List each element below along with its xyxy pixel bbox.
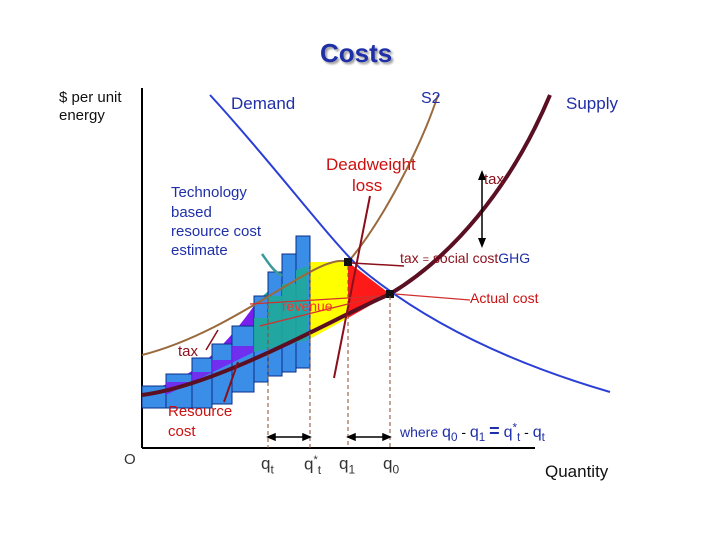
tax-equals-label: tax <box>400 250 419 266</box>
resource-cost-label-line2: cost <box>168 423 196 440</box>
actual-cost-pointer-2 <box>259 295 381 327</box>
tax-top-label: tax <box>484 171 505 188</box>
tech-label-line1: Technology <box>171 184 247 201</box>
qtstar-sub: t <box>317 463 322 478</box>
qtstar-sup: * <box>313 454 318 466</box>
where-label: where <box>400 424 439 440</box>
equilibrium-point-taxed <box>344 258 352 266</box>
q1-label: q1 <box>339 455 355 475</box>
qt-base: q <box>261 454 271 473</box>
tax-arrow-head-down <box>478 238 486 248</box>
deadweight-label-line1: Deadweight <box>326 155 416 174</box>
difference-arrows <box>266 432 392 442</box>
q0-label: q0 <box>383 455 399 475</box>
equilibrium-point-actual <box>386 290 394 298</box>
tax-arrow-head-up <box>478 170 486 180</box>
qt-label: qt <box>261 455 274 475</box>
eq-b-sub: 1 <box>478 430 486 444</box>
tech-estimate-pointer <box>260 253 283 278</box>
tax-social-cost-text: tax = social costGHG <box>400 251 530 266</box>
y-axis-label-line1: $ per unit <box>59 89 122 106</box>
where-equation: where q0 - q1 = q*t - qt <box>400 422 545 443</box>
revenue-label: revenue <box>282 298 333 314</box>
tech-label-line3: resource cost <box>171 223 262 240</box>
qtstar-base: q <box>304 454 314 474</box>
s2-label: S2 <box>421 90 441 107</box>
eq-d-sub: t <box>541 430 545 444</box>
demand-curve <box>209 94 611 393</box>
actual-cost-label: Actual cost <box>470 290 539 306</box>
tax-left-label: tax <box>178 343 199 360</box>
eq-a: q <box>442 424 451 441</box>
q1-sub: 1 <box>348 462 356 477</box>
qtstar-label: q*t <box>304 454 322 478</box>
chart-title: Costs <box>320 38 393 68</box>
eq-c-sub: t <box>517 430 521 444</box>
tax-social-pointer <box>351 262 405 267</box>
deadweight-pointer <box>333 195 371 379</box>
eq-d: q <box>532 424 542 441</box>
tech-label-line4: estimate <box>171 242 228 259</box>
origin-label: O <box>124 451 136 468</box>
q0-base: q <box>383 454 393 473</box>
supply-label: Supply <box>566 94 618 113</box>
tech-label-line2: based <box>171 204 212 221</box>
eq-minus1: - <box>461 424 466 440</box>
qt-sub: t <box>270 462 274 477</box>
social-cost-label: social cost <box>432 250 499 266</box>
equals-sign: = <box>422 254 430 266</box>
teal-overlay <box>254 266 308 352</box>
purple-overlay <box>166 346 254 400</box>
eq-a-sub: 0 <box>450 430 458 444</box>
actual-cost-pointer-1 <box>394 293 471 301</box>
eq-c-sup: * <box>512 421 518 435</box>
demand-label: Demand <box>231 94 296 113</box>
deadweight-label-line2: loss <box>352 176 383 195</box>
actual-cost-pointer-3 <box>249 295 381 305</box>
quantity-guides <box>267 262 391 448</box>
tax-left-pointer <box>205 329 219 351</box>
resource-cost-label-line1: Resource <box>168 403 233 420</box>
eq-c: q <box>503 424 513 441</box>
y-axis-label-line2: energy <box>59 107 105 124</box>
eq-b: q <box>469 424 479 441</box>
eq-equals: = <box>489 421 500 441</box>
eq-minus2: - <box>524 424 529 440</box>
q1-base: q <box>339 454 349 473</box>
q0-sub: 0 <box>392 462 400 477</box>
ghg-label: GHG <box>498 250 531 266</box>
resource-cost-pointer <box>223 361 239 403</box>
x-axis-label: Quantity <box>545 462 609 481</box>
deadweight-area <box>348 262 390 318</box>
